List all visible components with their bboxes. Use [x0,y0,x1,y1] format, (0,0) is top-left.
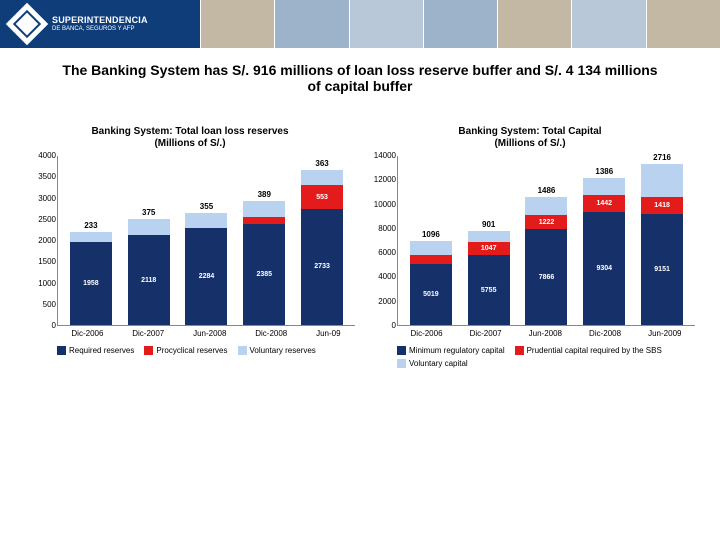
bar-segment: 5755 [468,255,510,325]
bar-segment: 5019 [410,264,452,325]
x-tick-label: Dic-2006 [411,329,443,338]
legend-label: Required reserves [69,346,134,355]
y-axis: 02000400060008000100001200014000 [364,151,396,330]
bar-segment: 1386 [583,178,625,195]
bar-column: 930414421386 [583,178,625,325]
bar-segment: 2284 [185,228,227,325]
bar-segment: 2385 [243,224,285,325]
org-name-line1: SUPERINTENDENCIA [52,16,148,26]
bars: 5019109657551047901786612221486930414421… [398,156,695,325]
bar-segment: 1958 [70,242,112,325]
charts-row: Banking System: Total loan loss reserves… [0,102,720,368]
bar-column: 786612221486 [525,197,567,325]
bar-segment: 1222 [525,215,567,230]
bar-segment: 2716 [641,164,683,197]
x-tick-label: Jun-09 [316,329,340,338]
legend-label: Minimum regulatory capital [409,346,505,355]
bar-segment: 355 [185,213,227,228]
legend: Minimum regulatory capital Prudential cap… [397,338,695,368]
legend-label: Prudential capital required by the SBS [527,346,662,355]
org-name-line2: DE BANCA, SEGUROS Y AFP [52,26,148,33]
bar-segment: 553 [301,185,343,209]
bar-segment: 9151 [641,214,683,325]
header-photo-strip [200,0,720,48]
bar-segment: 1418 [641,197,683,214]
bar-segment: 1096 [410,241,452,254]
bar-segment: 901 [468,231,510,242]
chart-title: Banking System: Total Capital (Millions … [365,126,695,150]
bar-segment: 1047 [468,242,510,255]
bar-column: 2733553363 [301,170,343,325]
x-tick-label: Dic-2006 [71,329,103,338]
x-axis: Dic-2006 Dic-2007 Jun-2008 Dic-2008 Jun-2009 [397,326,695,338]
bar-column: 1958233 [70,232,112,325]
plot-area: 02000400060008000100001200014000 5019109… [397,156,695,326]
legend-item: Required reserves [57,346,134,355]
bar-segment: 2118 [128,235,170,325]
bars: 1958233 2118375 2284355 2385 389 2733553363 [58,156,355,325]
chart-total-capital: Banking System: Total Capital (Millions … [365,126,695,368]
x-tick-label: Jun-2008 [193,329,226,338]
bar-segment: 389 [243,201,285,218]
x-tick-label: Dic-2007 [470,329,502,338]
plot-area: 05001000150020002500300035004000 1958233… [57,156,355,326]
x-tick-label: Jun-2009 [648,329,681,338]
bar-column: 2118375 [128,219,170,325]
x-tick-label: Jun-2008 [529,329,562,338]
logo-diamond-icon [6,3,48,45]
bar-segment: 375 [128,219,170,235]
legend-label: Voluntary reserves [250,346,316,355]
bar-segment: 2733 [301,209,343,325]
org-logo: SUPERINTENDENCIA DE BANCA, SEGUROS Y AFP [0,0,200,48]
bar-segment: 363 [301,170,343,185]
legend-swatch-icon [515,346,524,355]
bar-segment [243,217,285,224]
chart-title: Banking System: Total loan loss reserves… [25,126,355,150]
legend-label: Procyclical reserves [156,346,227,355]
legend-item: Procyclical reserves [144,346,227,355]
chart-loan-loss-reserves: Banking System: Total loan loss reserves… [25,126,355,368]
bar-segment: 1442 [583,195,625,213]
legend-swatch-icon [397,346,406,355]
bar-segment: 233 [70,232,112,242]
x-tick-label: Dic-2008 [589,329,621,338]
bar-column: 915114182716 [641,164,683,325]
legend-swatch-icon [397,359,406,368]
x-tick-label: Dic-2007 [132,329,164,338]
bar-column: 2284355 [185,213,227,325]
header-band: SUPERINTENDENCIA DE BANCA, SEGUROS Y AFP [0,0,720,48]
legend-item: Voluntary reserves [238,346,316,355]
x-axis: Dic-2006 Dic-2007 Jun-2008 Dic-2008 Jun-09 [57,326,355,338]
x-tick-label: Dic-2008 [255,329,287,338]
bar-segment [410,255,452,264]
legend-item: Voluntary capital [397,359,468,368]
legend-swatch-icon [238,346,247,355]
legend-label: Voluntary capital [409,359,468,368]
bar-segment: 7866 [525,229,567,325]
legend-item: Minimum regulatory capital [397,346,505,355]
slide-title: The Banking System has S/. 916 millions … [0,48,720,102]
bar-segment: 9304 [583,212,625,325]
legend-item: Prudential capital required by the SBS [515,346,662,355]
legend-swatch-icon [144,346,153,355]
legend-swatch-icon [57,346,66,355]
bar-segment: 1486 [525,197,567,215]
y-axis: 05001000150020002500300035004000 [24,151,56,330]
bar-column: 57551047901 [468,231,510,325]
legend: Required reserves Procyclical reserves Vol… [57,338,355,355]
bar-column: 2385 389 [243,201,285,325]
bar-column: 5019 1096 [410,241,452,325]
